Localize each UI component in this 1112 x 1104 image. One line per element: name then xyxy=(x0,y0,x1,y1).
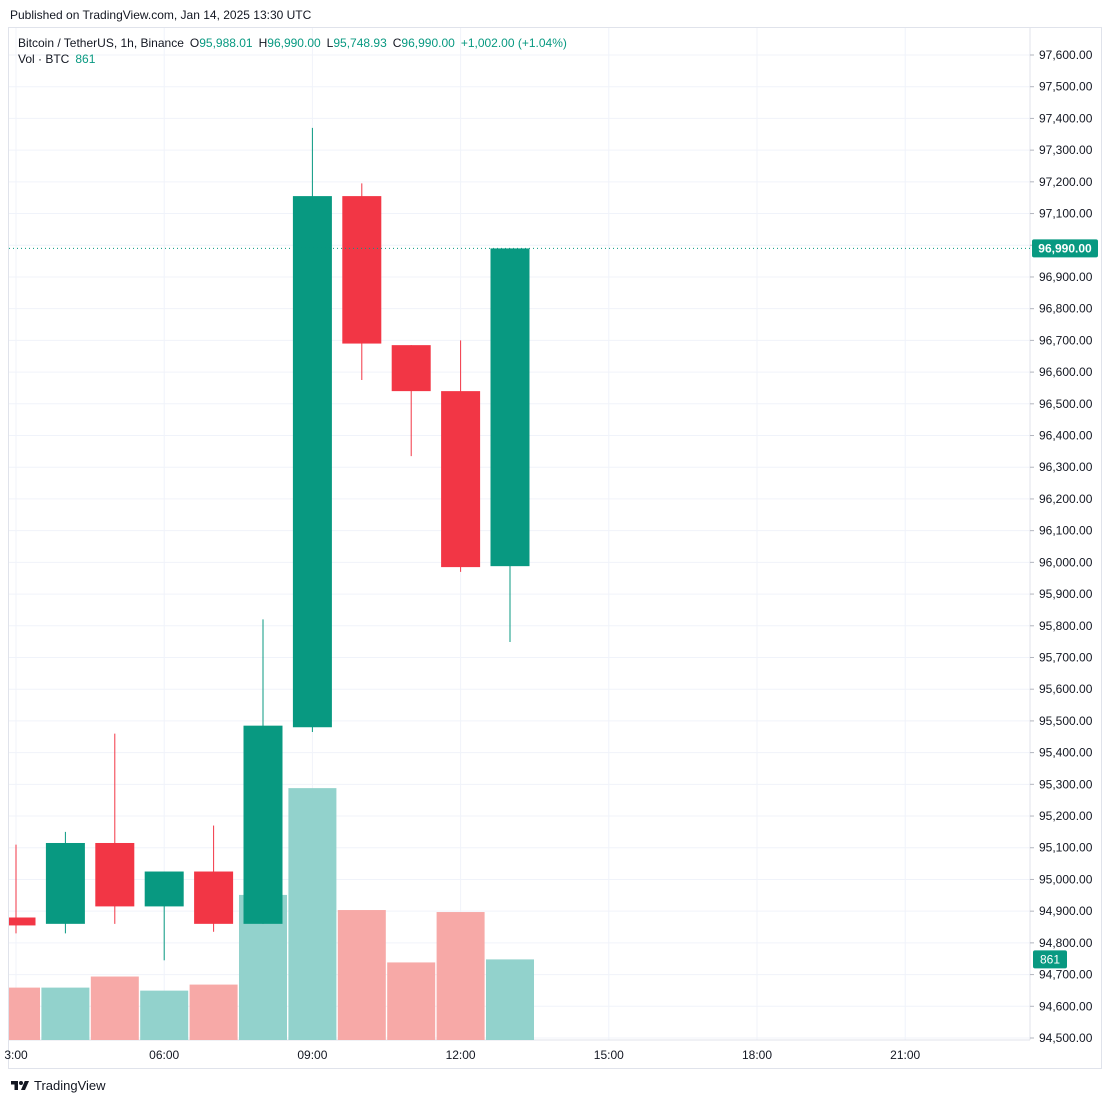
low-value: 95,748.93 xyxy=(333,36,387,50)
x-tick-label: 09:00 xyxy=(297,1048,327,1062)
candle-body xyxy=(391,345,431,392)
low-label: L xyxy=(326,36,334,50)
close-label: C xyxy=(392,36,402,50)
candle-body xyxy=(144,871,184,907)
candle-body xyxy=(490,248,530,567)
x-tick-label: 21:00 xyxy=(890,1048,920,1062)
y-tick-label: 96,600.00 xyxy=(1039,365,1093,379)
high-label: H xyxy=(258,36,268,50)
y-tick-label: 96,000.00 xyxy=(1039,555,1093,569)
y-tick-label: 97,200.00 xyxy=(1039,175,1093,189)
volume-bar xyxy=(9,987,40,1040)
y-tick-label: 96,700.00 xyxy=(1039,333,1093,347)
candle-body xyxy=(243,725,283,924)
last-volume-label: 861 xyxy=(1040,952,1060,966)
candle-body xyxy=(95,842,135,907)
high-value: 96,990.00 xyxy=(267,36,321,50)
open-value: 95,988.01 xyxy=(199,36,253,50)
chart-frame xyxy=(8,27,1102,1069)
last-volume-badge xyxy=(1033,950,1067,969)
volume-bar xyxy=(387,962,436,1040)
volume-bar xyxy=(337,910,386,1040)
y-tick-label: 96,400.00 xyxy=(1039,429,1093,443)
y-tick-label: 97,100.00 xyxy=(1039,207,1093,221)
last-price-label: 96,990.00 xyxy=(1038,241,1092,255)
y-tick-label: 94,800.00 xyxy=(1039,936,1093,950)
y-tick-label: 96,500.00 xyxy=(1039,397,1093,411)
footer-brand[interactable]: TradingView xyxy=(10,1078,106,1093)
published-caption: Published on TradingView.com, Jan 14, 20… xyxy=(10,8,312,22)
y-tick-label: 95,100.00 xyxy=(1039,841,1093,855)
volume-bar xyxy=(90,976,139,1040)
change-value: +1,002.00 (+1.04%) xyxy=(460,36,567,50)
volume-bar xyxy=(486,959,534,1040)
y-tick-label: 94,900.00 xyxy=(1039,904,1093,918)
y-tick-label: 95,900.00 xyxy=(1039,587,1093,601)
candle-body xyxy=(45,842,85,924)
y-tick-label: 96,200.00 xyxy=(1039,492,1093,506)
volume-value: 861 xyxy=(75,52,96,66)
y-tick-label: 97,400.00 xyxy=(1039,111,1093,125)
volume-bar xyxy=(288,788,337,1040)
volume-bar xyxy=(140,990,189,1040)
candle-body xyxy=(342,196,382,344)
y-tick-label: 95,600.00 xyxy=(1039,682,1093,696)
y-tick-label: 95,200.00 xyxy=(1039,809,1093,823)
chart-legend: Bitcoin / TetherUS, 1h, Binance O95,988.0… xyxy=(18,35,567,67)
y-tick-label: 94,700.00 xyxy=(1039,968,1093,982)
volume-bar xyxy=(189,984,238,1040)
y-tick-label: 96,900.00 xyxy=(1039,270,1093,284)
x-tick-label: 18:00 xyxy=(742,1048,772,1062)
ohlc-legend-row: Bitcoin / TetherUS, 1h, Binance O95,988.0… xyxy=(18,35,567,51)
last-price-badge xyxy=(1032,239,1098,258)
y-tick-label: 95,000.00 xyxy=(1039,872,1093,886)
y-tick-label: 97,300.00 xyxy=(1039,143,1093,157)
y-tick-label: 95,500.00 xyxy=(1039,714,1093,728)
volume-bar xyxy=(41,987,90,1040)
plot-area xyxy=(9,127,534,1040)
x-tick-label: 06:00 xyxy=(149,1048,179,1062)
y-tick-label: 97,500.00 xyxy=(1039,80,1093,94)
y-tick-label: 95,800.00 xyxy=(1039,619,1093,633)
x-tick-label: 3:00 xyxy=(4,1048,28,1062)
y-tick-label: 94,500.00 xyxy=(1039,1031,1093,1045)
candle-body xyxy=(9,917,36,926)
footer-brand-label: TradingView xyxy=(34,1078,106,1093)
candle-body xyxy=(441,391,481,568)
y-tick-label: 95,700.00 xyxy=(1039,650,1093,664)
candle-body xyxy=(292,196,332,728)
candle-body xyxy=(194,871,234,924)
y-tick-label: 94,600.00 xyxy=(1039,999,1093,1013)
close-value: 96,990.00 xyxy=(401,36,455,50)
y-tick-label: 95,400.00 xyxy=(1039,746,1093,760)
x-tick-label: 12:00 xyxy=(446,1048,476,1062)
volume-bar xyxy=(436,912,485,1040)
y-tick-label: 97,600.00 xyxy=(1039,48,1093,62)
y-tick-label: 96,100.00 xyxy=(1039,524,1093,538)
volume-label[interactable]: Vol · BTC xyxy=(18,52,70,66)
symbol-label[interactable]: Bitcoin / TetherUS, 1h, Binance xyxy=(18,36,184,50)
y-tick-label: 95,300.00 xyxy=(1039,777,1093,791)
y-tick-label: 96,800.00 xyxy=(1039,302,1093,316)
volume-legend-row: Vol · BTC 861 xyxy=(18,51,567,67)
open-label: O xyxy=(189,36,200,50)
x-tick-label: 15:00 xyxy=(594,1048,624,1062)
tradingview-logo-icon xyxy=(11,1080,29,1090)
y-tick-label: 96,300.00 xyxy=(1039,460,1093,474)
